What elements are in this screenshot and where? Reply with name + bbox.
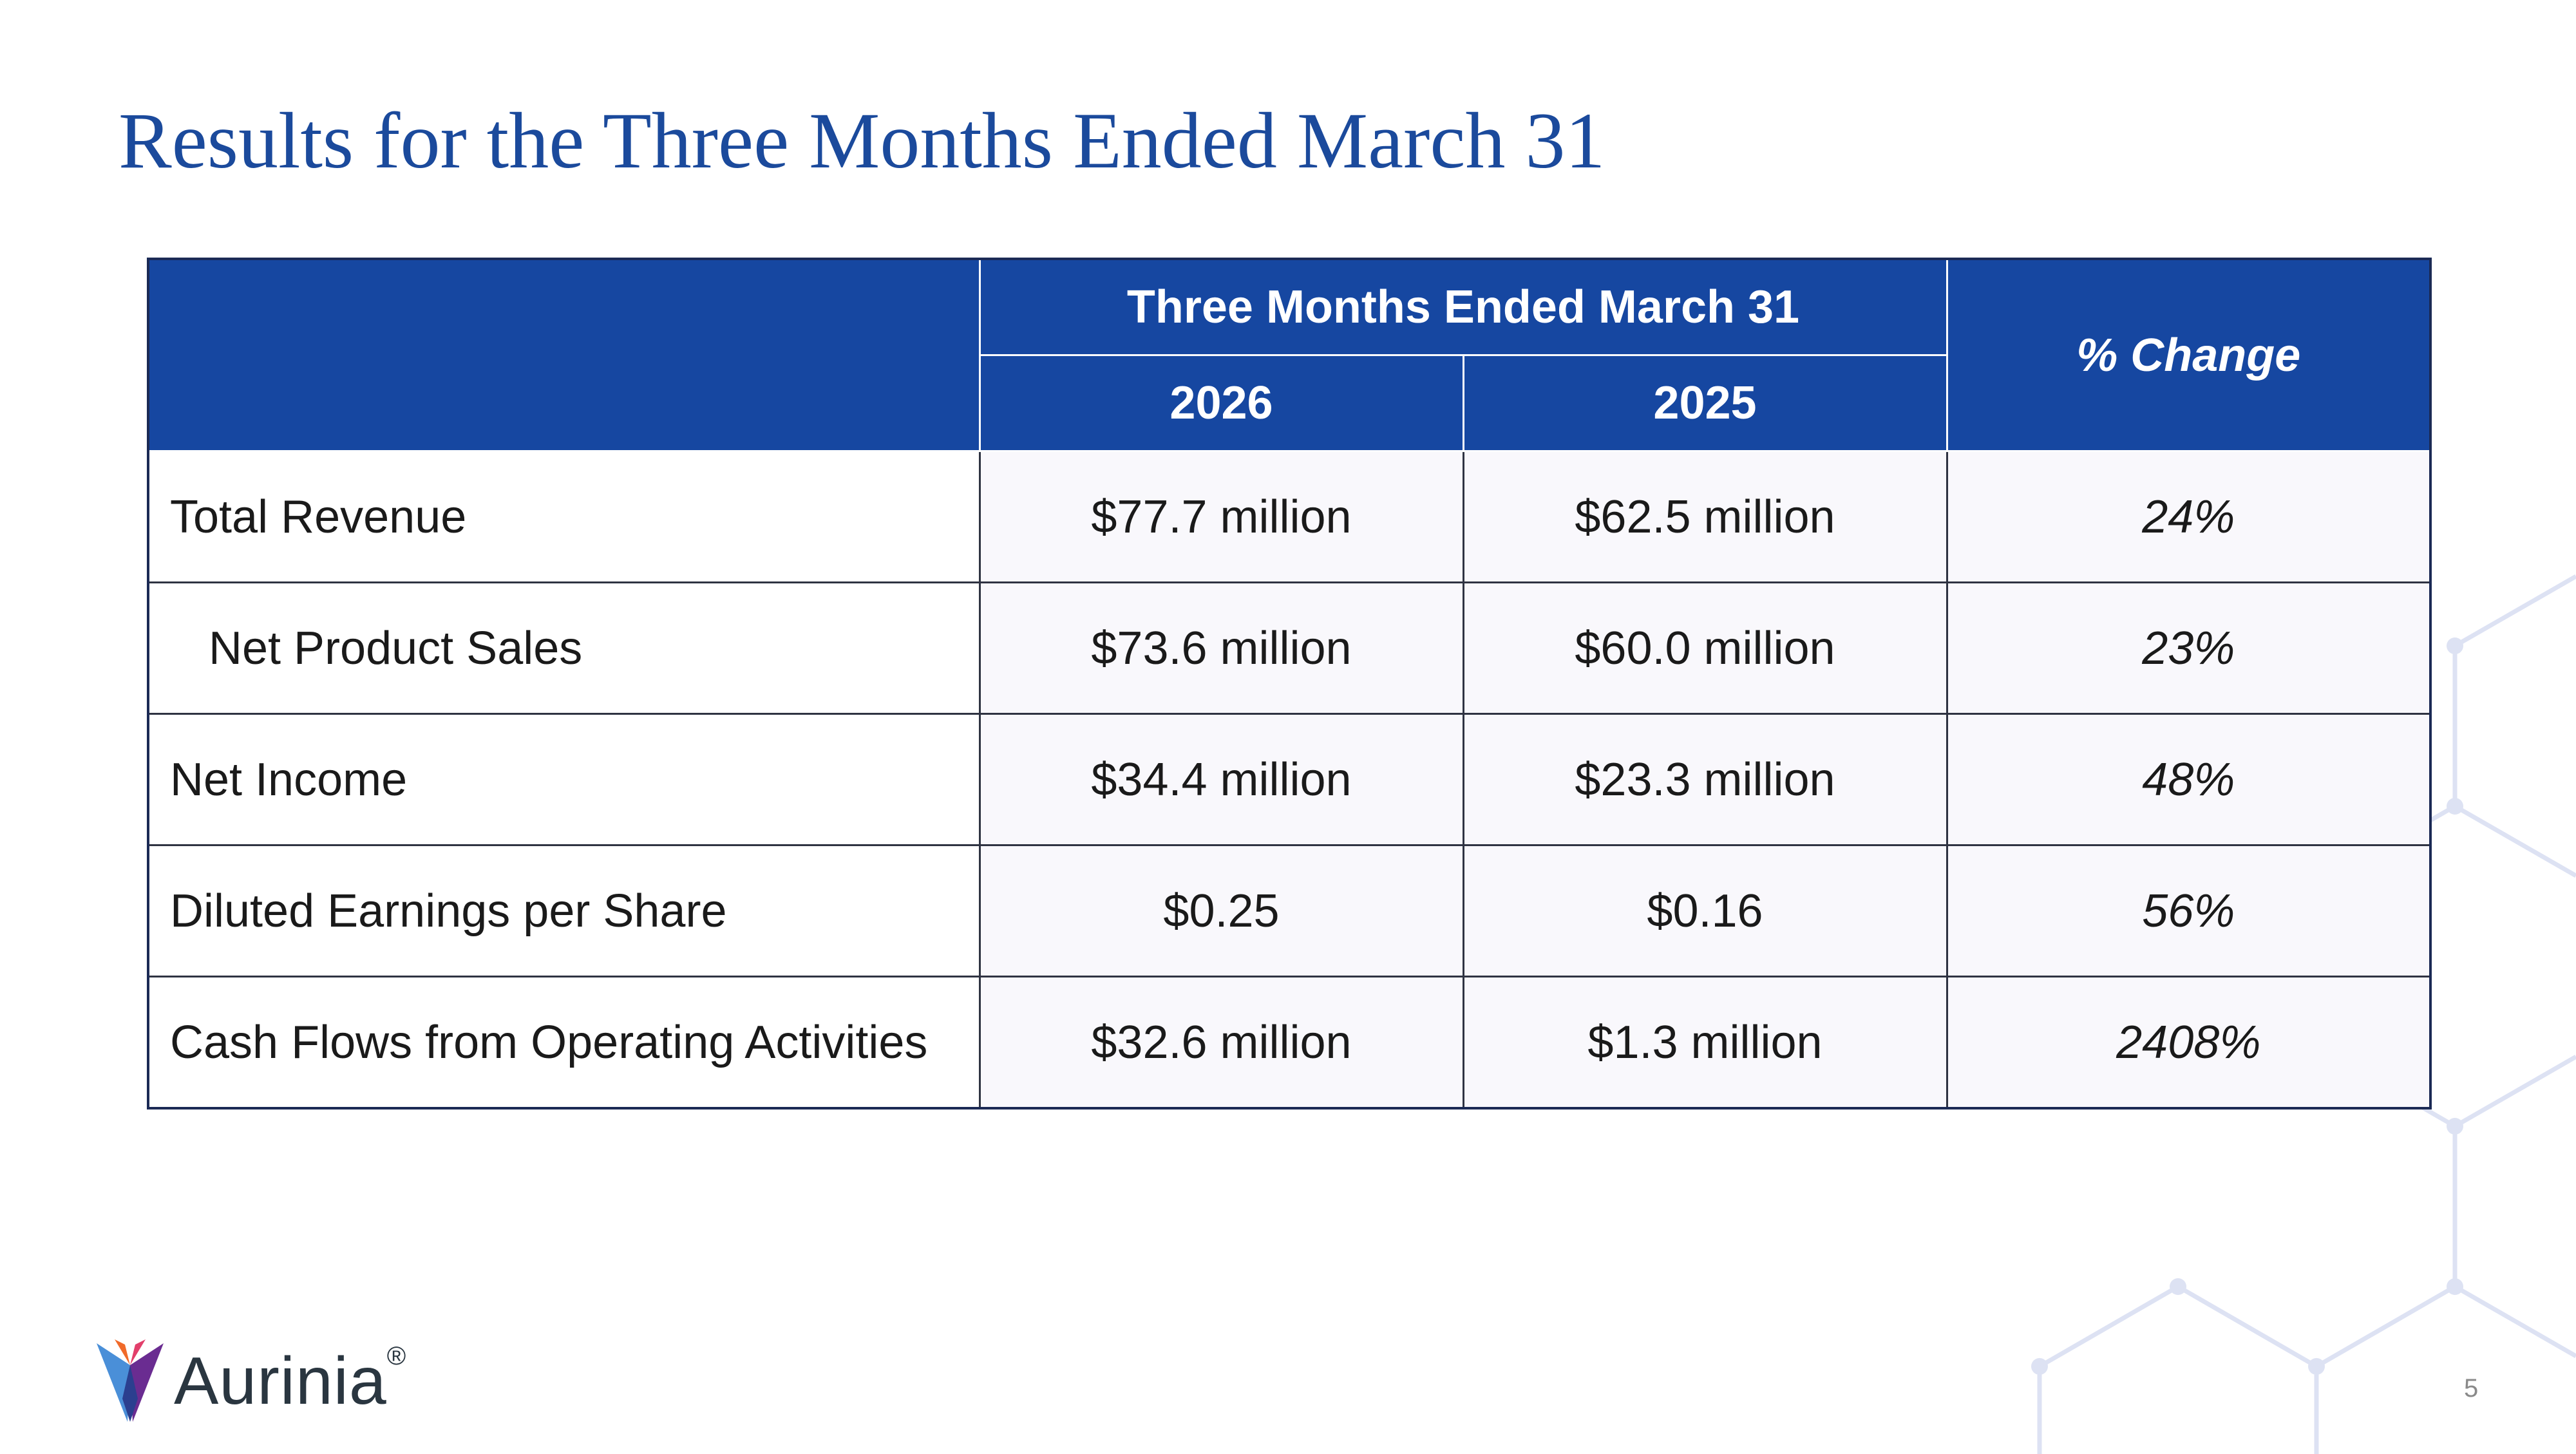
value-2025: $23.3 million: [1462, 713, 1948, 846]
value-2025: $0.16: [1462, 844, 1948, 977]
row-label: Net Product Sales: [147, 581, 981, 715]
results-table: Three Months Ended March 31 % Change 202…: [147, 258, 2432, 1109]
row-label: Diluted Earnings per Share: [147, 844, 981, 977]
header-percent-change: % Change: [1946, 258, 2432, 452]
page-number: 5: [2464, 1374, 2479, 1402]
header-empty-cell: [147, 258, 981, 452]
table-row-net-product-sales: Net Product Sales $73.6 million $60.0 mi…: [147, 581, 2432, 715]
header-year-2025: 2025: [1462, 354, 1948, 452]
table-row-total-revenue: Total Revenue $77.7 million $62.5 millio…: [147, 450, 2432, 583]
percent-change: 2408%: [1946, 976, 2432, 1109]
value-2026: $32.6 million: [978, 976, 1464, 1109]
header-three-months: Three Months Ended March 31: [978, 258, 1948, 356]
logo-wordmark: Aurinia: [174, 1343, 387, 1419]
row-label: Total Revenue: [147, 450, 981, 583]
table-row-net-income: Net Income $34.4 million $23.3 million 4…: [147, 713, 2432, 846]
value-2026: $77.7 million: [978, 450, 1464, 583]
table-row-cash-flows: Cash Flows from Operating Activities $32…: [147, 976, 2432, 1109]
page-title: Results for the Three Months Ended March…: [118, 97, 1605, 185]
percent-change: 56%: [1946, 844, 2432, 977]
value-2026: $34.4 million: [978, 713, 1464, 846]
value-2025: $60.0 million: [1462, 581, 1948, 715]
value-2026: $73.6 million: [978, 581, 1464, 715]
percent-change: 23%: [1946, 581, 2432, 715]
table-row-diluted-eps: Diluted Earnings per Share $0.25 $0.16 5…: [147, 844, 2432, 977]
value-2025: $62.5 million: [1462, 450, 1948, 583]
table-header-row: Three Months Ended March 31 % Change: [147, 258, 2432, 452]
row-label: Cash Flows from Operating Activities: [147, 976, 981, 1109]
table-header-years-row: 2026 2025: [148, 354, 2430, 452]
value-2025: $1.3 million: [1462, 976, 1948, 1109]
aurinia-logo: Aurinia ®: [97, 1339, 406, 1423]
header-year-2026: 2026: [978, 354, 1464, 452]
registered-mark: ®: [386, 1342, 406, 1370]
percent-change: 48%: [1946, 713, 2432, 846]
aurinia-logo-icon: [97, 1339, 164, 1422]
row-label: Net Income: [147, 713, 981, 846]
value-2026: $0.25: [978, 844, 1464, 977]
percent-change: 24%: [1946, 450, 2432, 583]
